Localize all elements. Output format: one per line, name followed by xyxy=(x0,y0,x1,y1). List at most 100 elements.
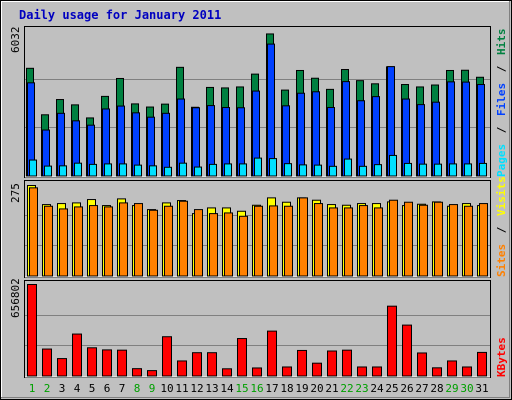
kbytes-bar xyxy=(447,360,457,377)
kbytes-bar xyxy=(342,349,352,377)
pages-bar xyxy=(134,164,142,177)
kbytes-bar xyxy=(177,360,187,377)
sites-bar xyxy=(209,213,218,277)
pages-bar xyxy=(29,159,37,177)
x-tick-label: 16 xyxy=(250,382,263,395)
x-tick-label: 17 xyxy=(265,382,278,395)
kbytes-bar xyxy=(87,347,97,377)
sites-bar xyxy=(239,215,248,277)
legend-visits: Visits xyxy=(495,176,508,216)
x-tick-label: 13 xyxy=(205,382,218,395)
legend-kbytes: KBytes xyxy=(495,337,508,377)
x-tick-label: 4 xyxy=(74,382,81,395)
sites-bar xyxy=(164,205,173,277)
legend-sep-2: / xyxy=(495,65,508,72)
pages-bar xyxy=(254,157,262,177)
sites-bar xyxy=(224,212,233,277)
kbytes-bar xyxy=(27,284,37,377)
sites-bar xyxy=(89,205,98,277)
kbytes-bar xyxy=(372,366,382,377)
pages-bar xyxy=(74,162,82,177)
pages-bar xyxy=(479,162,487,177)
pages-bar xyxy=(419,163,427,177)
sites-bar xyxy=(299,197,308,277)
bottom-panel-gridlines xyxy=(25,315,490,346)
pages-bar xyxy=(239,163,247,177)
kbytes-bar xyxy=(402,324,412,377)
kbytes-bar xyxy=(207,352,217,377)
x-tick-label: 9 xyxy=(149,382,156,395)
sites-bar xyxy=(434,201,443,277)
sites-bar xyxy=(464,205,473,277)
kbytes-bar xyxy=(462,366,472,377)
x-tick-label: 20 xyxy=(310,382,323,395)
files-bar xyxy=(357,100,365,177)
sites-bar xyxy=(29,187,38,277)
x-tick-label: 24 xyxy=(370,382,384,395)
pages-bar xyxy=(434,163,442,177)
x-tick-label: 8 xyxy=(134,382,141,395)
chart-title: Daily usage for January 2011 xyxy=(19,8,221,22)
pages-bar xyxy=(44,165,52,177)
sites-bar xyxy=(374,207,383,277)
x-tick-label: 26 xyxy=(400,382,413,395)
x-tick-label: 31 xyxy=(475,382,488,395)
sites-bar xyxy=(269,205,278,277)
kbytes-bar xyxy=(72,333,82,377)
pages-bar xyxy=(89,163,97,177)
x-tick-label: 19 xyxy=(295,382,308,395)
kbytes-bar xyxy=(132,368,142,377)
sites-bar xyxy=(344,207,353,277)
pages-bar xyxy=(344,158,352,177)
x-tick-label: 30 xyxy=(460,382,473,395)
kbytes-bar xyxy=(417,352,427,377)
x-tick-label: 7 xyxy=(119,382,126,395)
bottom-legend: KBytes xyxy=(495,337,508,377)
pages-bar xyxy=(404,162,412,177)
pages-bar xyxy=(284,163,292,177)
kbytes-bar xyxy=(222,368,232,377)
middle-legend: Sites / Visits xyxy=(495,176,508,277)
files-bar xyxy=(312,91,320,177)
files-bar xyxy=(267,43,275,177)
x-tick-label: 25 xyxy=(385,382,398,395)
pages-bar xyxy=(209,163,217,177)
pages-bar xyxy=(449,163,457,177)
x-tick-label: 23 xyxy=(355,382,368,395)
kbytes-bar xyxy=(432,367,442,377)
pages-bar xyxy=(374,164,382,177)
bottom-panel: 656802 KBytes xyxy=(9,278,508,378)
sites-bar xyxy=(329,207,338,277)
files-bar xyxy=(477,84,485,177)
legend-sites: Sites xyxy=(495,244,508,277)
files-bar xyxy=(192,107,200,177)
kbytes-bar xyxy=(477,351,487,377)
kbytes-bar xyxy=(42,348,52,377)
kbytes-bar xyxy=(102,349,112,377)
sites-bar xyxy=(404,201,413,277)
legend-files: Files xyxy=(495,83,508,116)
sites-bar xyxy=(74,206,83,277)
top-panel: 6032 Pages / Files / Hits xyxy=(9,26,508,178)
x-tick-label: 29 xyxy=(445,382,458,395)
x-tick-label: 11 xyxy=(175,382,188,395)
sites-bar xyxy=(149,209,158,277)
sites-bar xyxy=(194,209,203,277)
x-tick-label: 27 xyxy=(415,382,428,395)
bottom-ymax-label: 656802 xyxy=(9,278,22,318)
kbytes-bar xyxy=(282,366,292,377)
x-tick-label: 21 xyxy=(325,382,338,395)
files-bar xyxy=(327,107,335,177)
x-tick-label: 1 xyxy=(29,382,36,395)
x-tick-label: 15 xyxy=(235,382,248,395)
legend-hits: Hits xyxy=(495,29,508,56)
sites-bar xyxy=(359,205,368,277)
top-panel-bars xyxy=(26,33,487,177)
kbytes-bar xyxy=(117,349,127,377)
sites-bar xyxy=(179,200,188,277)
x-axis-day-labels: 1 2 3 4 5 6 7 8 9 10 11 12 13 14 15 16 17 18 19 20 21 22 23 24 2… xyxy=(29,382,489,395)
kbytes-bar xyxy=(312,362,322,377)
files-bar xyxy=(447,81,455,177)
svg-text:Pages / Files: Pages / Files / Hits xyxy=(495,29,508,178)
sites-bar xyxy=(59,208,68,277)
